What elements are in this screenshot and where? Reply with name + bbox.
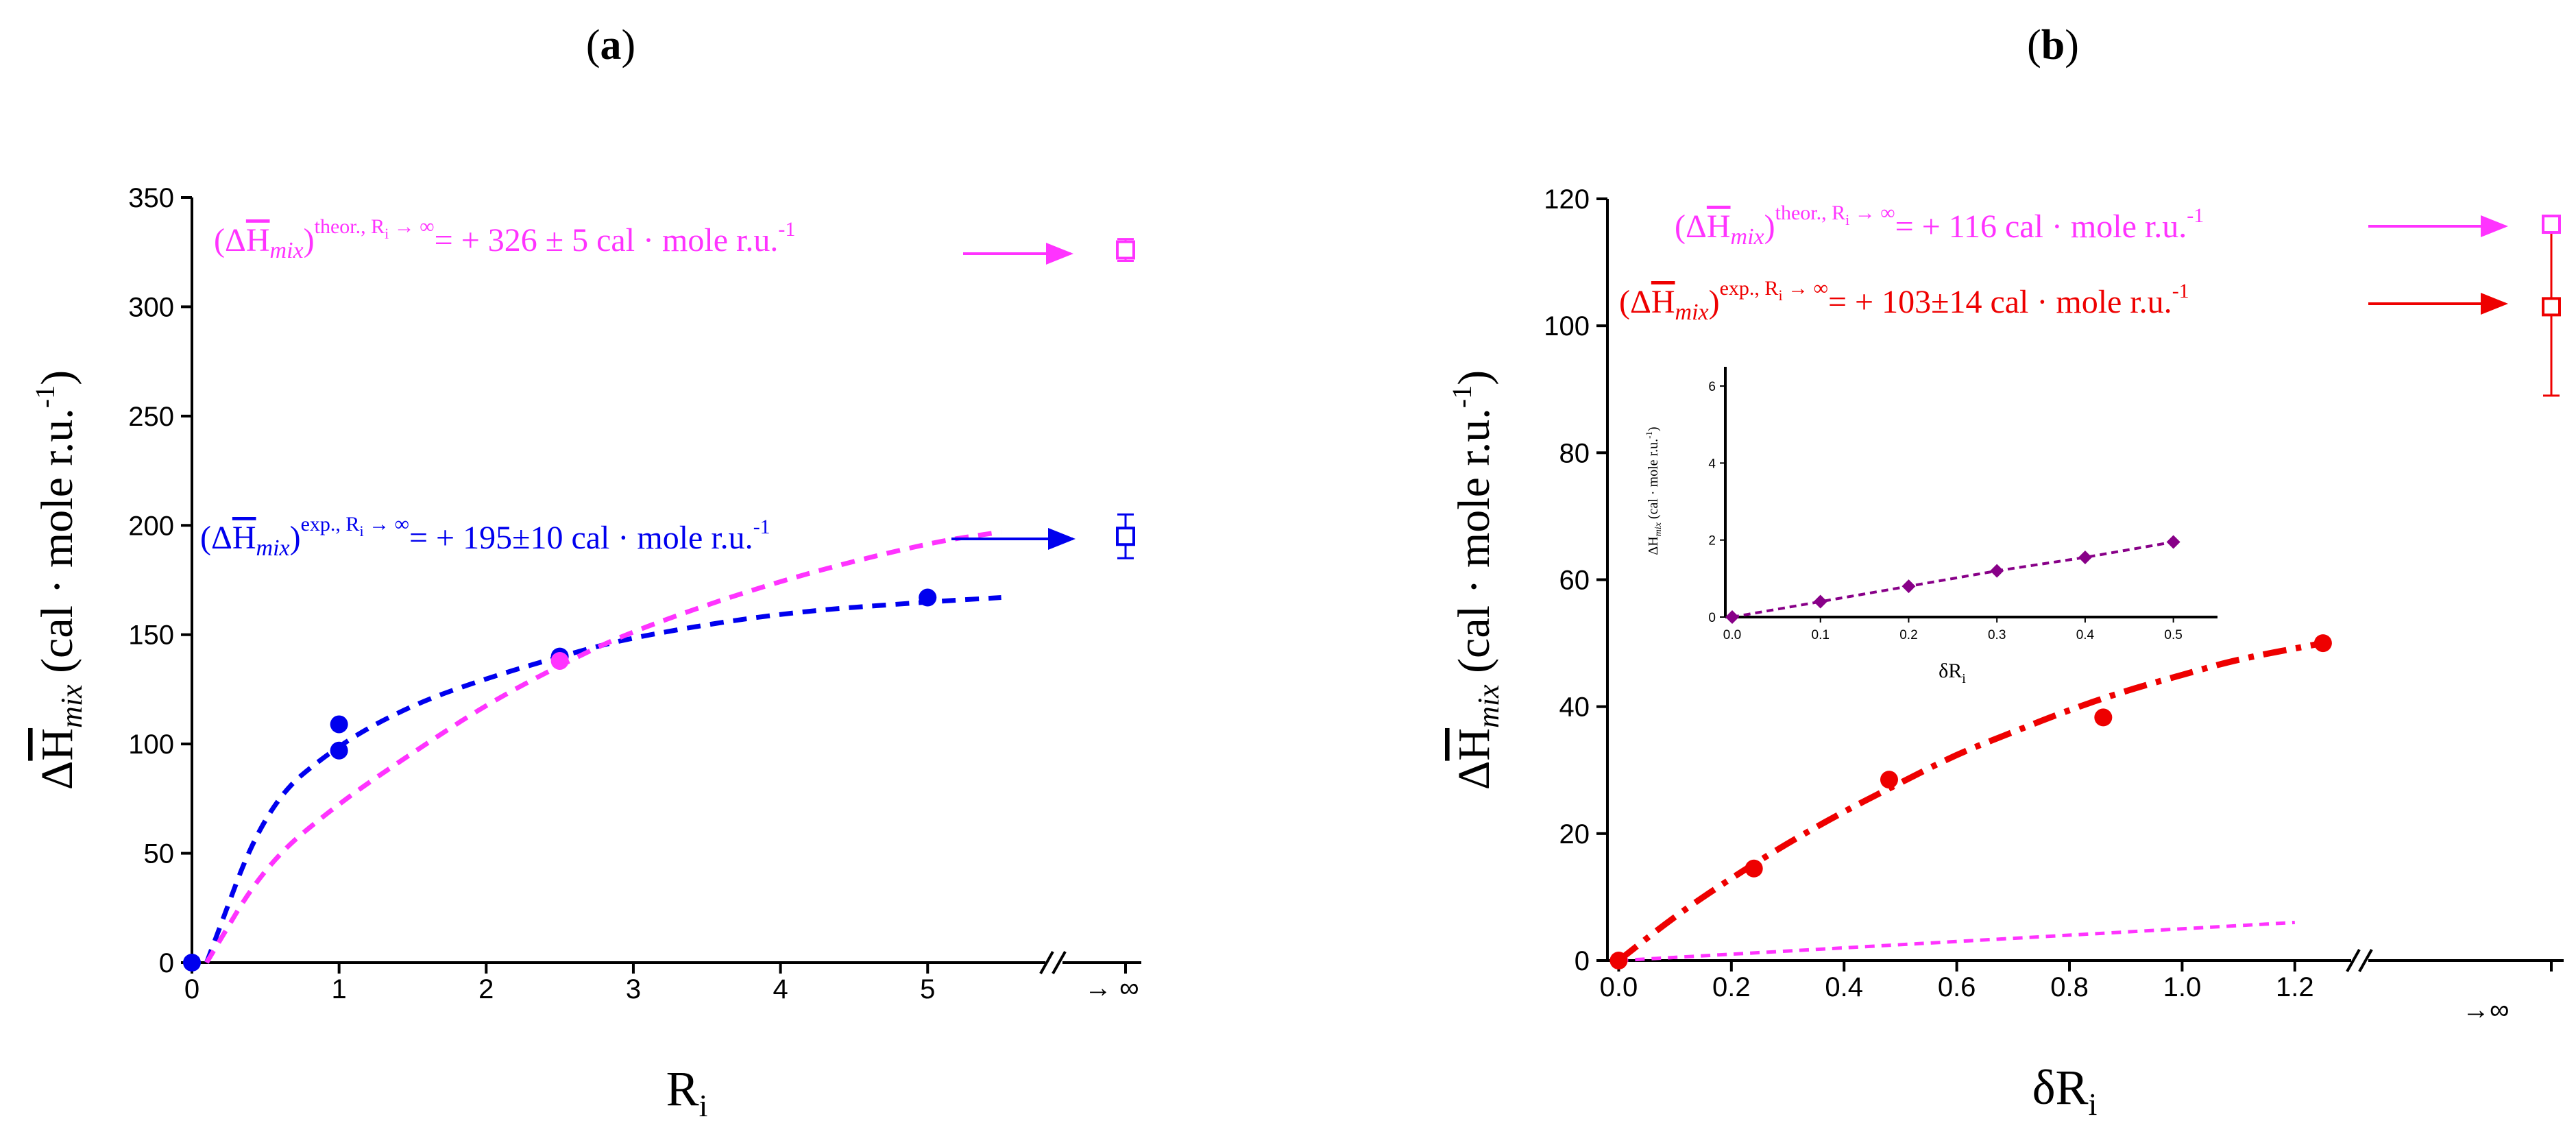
y-tick-label: 100 xyxy=(128,729,174,760)
y-tick-label: 20 xyxy=(1559,819,1590,849)
y-tick-label: 60 xyxy=(1559,566,1590,596)
x-tick-label: 3 xyxy=(626,974,641,1004)
x-tick-label: 5 xyxy=(920,974,935,1004)
inset-series-line xyxy=(1731,540,2174,618)
fit-curve-theoretical xyxy=(1618,920,2295,963)
y-tick-label: 200 xyxy=(128,511,174,541)
x-tick-label: 0.4 xyxy=(1825,972,1863,1002)
inset-x-tick-label: 0.1 xyxy=(1812,628,1830,642)
x-tick-label: 4 xyxy=(773,974,788,1004)
data-point-experimental xyxy=(2094,708,2113,727)
panel-a-x-infinity-label: → ∞ xyxy=(1084,973,1139,1003)
x-tick-label: 0 xyxy=(184,974,199,1004)
inset-data-point xyxy=(1813,594,1827,609)
panel-a-theor-annotation: (ΔHmix)theor., Ri → ∞= + 326 ± 5 cal · m… xyxy=(214,215,795,263)
panel-a-x-axis-title: Ri xyxy=(666,1061,708,1123)
inset-x-tick-label: 0.5 xyxy=(2164,628,2182,642)
inset-x-tick-label: 0.2 xyxy=(1899,628,1917,642)
panel-b-axis-break-1 xyxy=(2346,949,2361,972)
inset-y-tick-label: 6 xyxy=(1708,380,1716,394)
inset-chart: 0 2 4 6 0.0 0.1 0.2 0.3 0.4 0.5 δRi ΔHmix (cal ·… xyxy=(1644,367,2217,686)
inset-data-point xyxy=(2166,535,2180,549)
inset-y-tick-label: 0 xyxy=(1708,611,1716,625)
x-tick-label: 0.0 xyxy=(1600,972,1638,1002)
inset-y-tick-label: 4 xyxy=(1708,457,1716,471)
data-point-experimental xyxy=(1880,771,1898,789)
y-tick-label: 150 xyxy=(128,620,174,651)
panel-b-x-infinity-label: →∞ xyxy=(2462,995,2510,1025)
x-tick-label: 1.0 xyxy=(2163,972,2202,1002)
inset-data-point xyxy=(1725,610,1739,624)
y-tick-label: 350 xyxy=(128,183,174,213)
inset-x-tick-label: 0.4 xyxy=(2076,628,2095,642)
data-point-experimental xyxy=(2313,634,2332,653)
y-tick-label: 50 xyxy=(144,839,175,869)
panel-a-y-axis-title: ΔHmix (cal · mole r.u.-1) xyxy=(29,370,88,790)
y-tick-label: 0 xyxy=(1575,946,1590,976)
y-tick-label: 250 xyxy=(128,402,174,432)
panel-b-exp-annotation: (ΔHmix)exp., Ri → ∞= + 103±14 cal · mole… xyxy=(1619,277,2189,325)
data-point-experimental xyxy=(1609,952,1628,969)
data-point-experimental xyxy=(919,588,937,607)
x-tick-label: 0.8 xyxy=(2050,972,2089,1002)
limit-marker-theoretical xyxy=(1116,240,1135,260)
y-tick-label: 0 xyxy=(159,948,174,978)
panel-b-y-axis-title: ΔHmix (cal · mole r.u.-1) xyxy=(1446,370,1505,790)
fit-curve-experimental xyxy=(1616,640,2324,963)
y-tick-label: 120 xyxy=(1544,184,1590,215)
panel-b-theor-annotation: (ΔHmix)theor., Ri → ∞= + 116 cal · mole … xyxy=(1675,202,2204,250)
inset-data-point xyxy=(2078,550,2092,564)
y-tick-label: 300 xyxy=(128,292,174,322)
inset-x-tick-label: 0.0 xyxy=(1723,628,1741,642)
panel-a-label: (a) xyxy=(586,22,635,69)
x-tick-label: 0.2 xyxy=(1712,972,1751,1002)
fit-curve-experimental xyxy=(204,595,1001,964)
data-point-experimental xyxy=(330,741,348,760)
inset-data-point xyxy=(1990,564,2004,578)
y-tick-label: 80 xyxy=(1559,438,1590,468)
data-point-experimental xyxy=(330,715,348,734)
data-point-experimental xyxy=(183,954,201,972)
x-tick-label: 2 xyxy=(478,974,494,1004)
inset-y-axis-title: ΔHmix (cal · mole r.u.-1) xyxy=(1644,426,1664,555)
inset-x-tick-label: 0.3 xyxy=(1988,628,2006,642)
x-tick-label: 1 xyxy=(332,974,347,1004)
y-tick-label: 100 xyxy=(1544,311,1590,341)
limit-marker-experimental xyxy=(2542,297,2561,317)
panel-a-axis-break-2 xyxy=(1052,951,1067,974)
panel-b-axis-break-2 xyxy=(2358,949,2373,972)
inset-y-tick-label: 2 xyxy=(1708,534,1716,548)
x-tick-label: 0.6 xyxy=(1938,972,1976,1002)
inset-x-axis-title: δRi xyxy=(1939,660,1966,686)
fit-curve-theoretical xyxy=(204,529,1002,964)
panel-b-label: (b) xyxy=(2027,22,2079,69)
inset-data-point xyxy=(1901,579,1916,594)
panel-b-x-axis-title: δRi xyxy=(2032,1060,2098,1122)
x-tick-label: 1.2 xyxy=(2276,972,2314,1002)
panel-a-exp-annotation: (ΔHmix)exp., Ri → ∞= + 195±10 cal · mole… xyxy=(200,513,770,561)
data-point-theoretical xyxy=(550,651,569,670)
y-tick-label: 40 xyxy=(1559,692,1590,723)
limit-marker-experimental xyxy=(1116,527,1135,546)
limit-marker-theoretical xyxy=(2542,215,2561,234)
panel-a-axis-break-1 xyxy=(1039,951,1054,974)
data-point-experimental xyxy=(1745,859,1763,878)
